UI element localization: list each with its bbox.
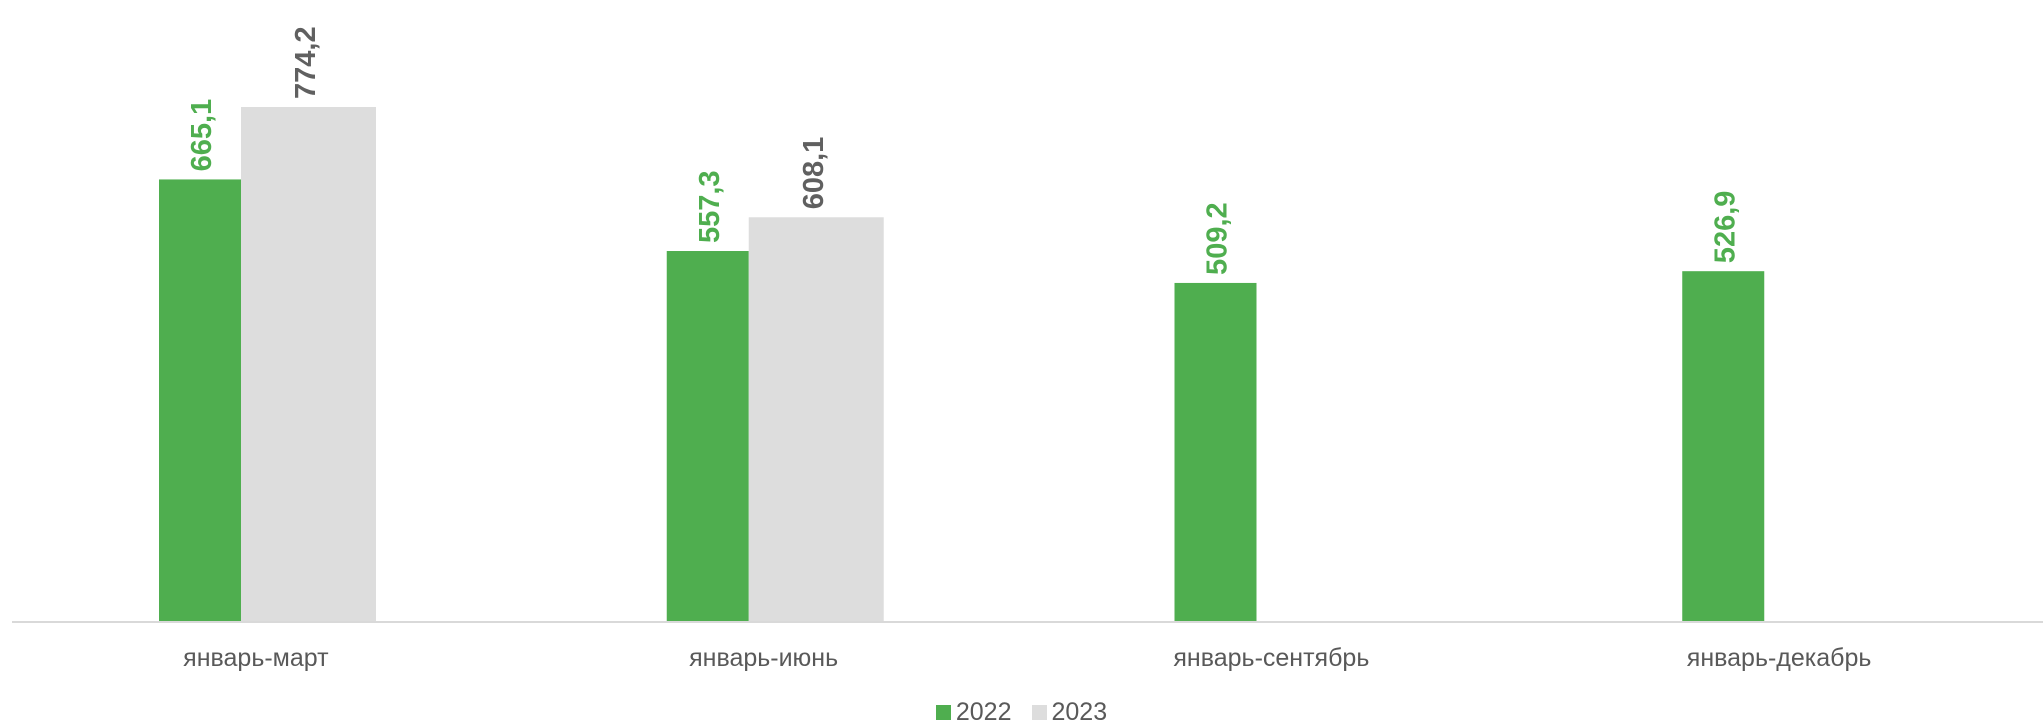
legend-swatch-2022	[935, 705, 951, 720]
bar-2023-1	[241, 107, 376, 621]
category-label-2: январь-июнь	[689, 644, 838, 672]
data-label-2023-2: 608,1	[798, 137, 830, 210]
data-label-2022-3: 509,2	[1202, 202, 1234, 275]
data-label-2022-1: 665,1	[186, 99, 218, 172]
bar-2023-2	[748, 217, 884, 621]
bar-2022-3	[1174, 282, 1257, 621]
category-label-1: январь-март	[183, 644, 329, 672]
legend-item-2023: 2023	[1031, 698, 1108, 727]
data-label-2022-2: 557,3	[694, 170, 726, 243]
data-label-2022-4: 526,9	[1709, 191, 1741, 264]
bar-2022-2	[666, 251, 749, 622]
bar-2022-4	[1682, 271, 1765, 621]
category-label-3: январь-сентябрь	[1173, 644, 1369, 672]
legend-item-2022: 2022	[935, 698, 1012, 727]
category-label-4: январь-декабрь	[1687, 644, 1872, 672]
legend-label-2023: 2023	[1051, 698, 1108, 726]
legend: 2022 2023	[0, 698, 2043, 727]
legend-swatch-2023	[1031, 705, 1047, 720]
legend-label-2022: 2022	[955, 698, 1012, 726]
data-label-2023-1: 774,2	[290, 26, 322, 99]
bar-2022-1	[159, 179, 241, 621]
